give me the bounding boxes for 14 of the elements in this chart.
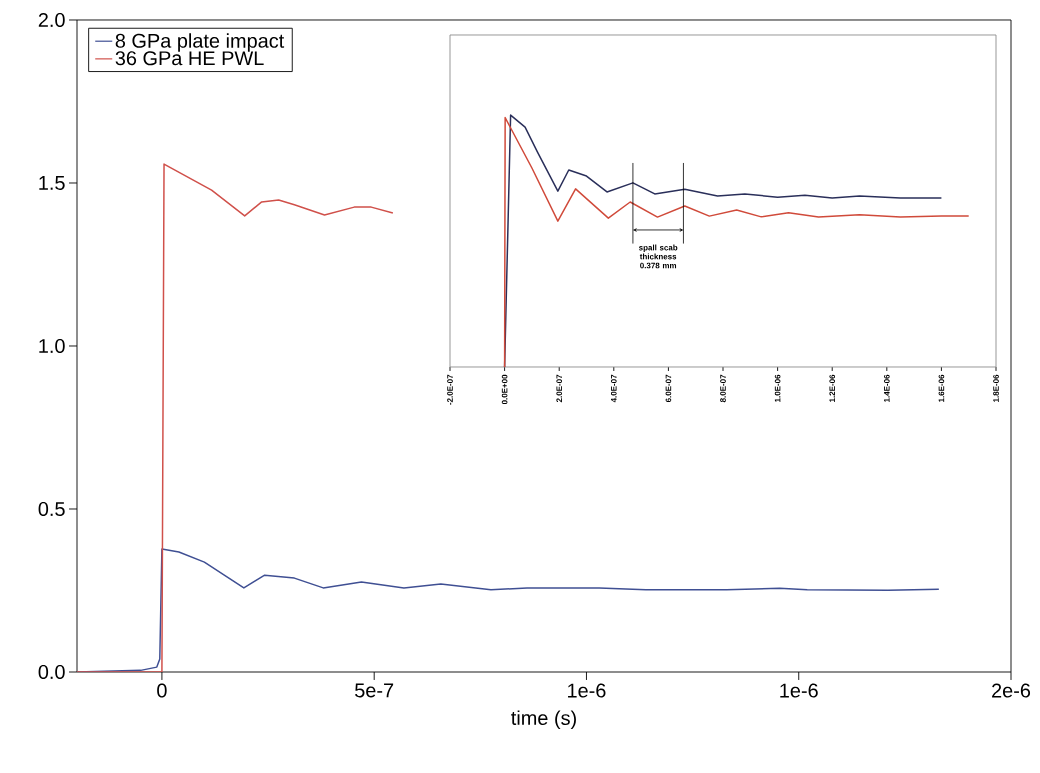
y-tick-label: 0.0 [38, 664, 65, 680]
line-series [77, 163, 394, 672]
x-tick-label: 1e-6 [780, 683, 818, 698]
legend-label: 8 GPa plate impact [115, 33, 285, 52]
y-tick-label: 1.5 [39, 176, 65, 190]
y-tick-label: 0.5 [38, 501, 65, 517]
x-tick-label: 0 [157, 683, 167, 698]
x-tick-label: 5e-7 [355, 683, 394, 698]
y-tick-label: 1.0 [39, 338, 65, 354]
y-tick-label: 2.0 [38, 12, 65, 28]
legend-label: 36 GPa HE PWL [115, 51, 264, 66]
x-tick-label: 2e-6 [992, 683, 1031, 698]
x-axis-title: time (s) [511, 710, 576, 729]
x-tick-label: 1e-6 [568, 683, 606, 698]
